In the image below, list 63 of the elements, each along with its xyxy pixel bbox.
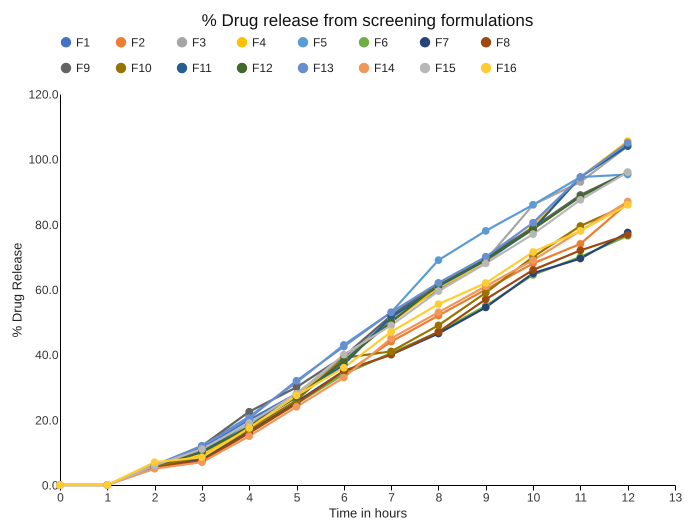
point	[482, 226, 490, 235]
point	[529, 230, 537, 238]
x-tick-label: 10	[526, 490, 541, 504]
x-tick-label: 5	[294, 490, 301, 504]
point	[529, 218, 537, 227]
legend-label: F4	[252, 35, 266, 50]
point	[482, 279, 490, 287]
x-tick-label: 11	[574, 490, 588, 504]
x-tick-label: 2	[152, 490, 159, 504]
legend-label: F6	[374, 35, 388, 50]
x-tick-label: 13	[668, 490, 682, 504]
legend-label: F3	[192, 35, 206, 50]
point	[529, 266, 537, 274]
legend-label: F5	[313, 35, 328, 50]
x-tick-label: 0	[57, 490, 64, 504]
point	[387, 334, 396, 342]
point	[245, 432, 254, 440]
legend-label: F7	[435, 35, 450, 50]
y-axis-title: % Drug Release	[9, 242, 24, 338]
legend-label: F2	[131, 35, 146, 50]
x-tick-label: 6	[341, 490, 348, 504]
x-tick-label: 4	[246, 490, 254, 504]
y-tick-label: 120.0	[28, 88, 59, 102]
point	[434, 308, 442, 316]
legend-label: F10	[131, 61, 152, 75]
x-tick-label: 1	[104, 490, 112, 504]
legend-label: F12	[252, 61, 274, 75]
y-tick-label: 40.0	[35, 348, 59, 362]
legend-label: F15	[435, 61, 456, 75]
x-tick-label: 8	[436, 490, 443, 504]
point	[529, 248, 537, 256]
point	[482, 295, 490, 304]
y-tick-label: 20.0	[35, 413, 59, 428]
x-tick-label: 3	[199, 490, 206, 504]
point	[576, 196, 584, 204]
point	[245, 408, 254, 416]
legend-label: F1	[76, 35, 90, 50]
legend-label: F14	[374, 61, 396, 75]
point	[482, 288, 490, 297]
point	[340, 364, 348, 372]
legend-label: F16	[496, 61, 518, 75]
point	[434, 321, 442, 330]
point	[434, 256, 442, 264]
legend-label: F13	[313, 61, 334, 75]
point	[387, 328, 396, 336]
legend-label: F8	[496, 35, 510, 50]
x-axis-title: Time in hours	[328, 506, 408, 520]
x-tick-label: 12	[622, 490, 636, 504]
point	[576, 246, 584, 254]
legend-label: F11	[192, 61, 212, 75]
point	[292, 402, 300, 411]
chart-title: % Drug release from screening formulations	[202, 11, 534, 30]
point	[434, 300, 442, 308]
y-tick-label: 100.0	[28, 152, 59, 167]
point	[340, 374, 348, 382]
point	[387, 321, 396, 330]
legend-label: F9	[76, 61, 90, 75]
point	[529, 256, 537, 264]
x-tick-label: 7	[388, 490, 396, 504]
y-tick-label: 80.0	[35, 218, 59, 232]
y-tick-label: 60.0	[35, 283, 59, 297]
x-tick-label: 9	[482, 490, 490, 504]
point	[576, 240, 584, 248]
